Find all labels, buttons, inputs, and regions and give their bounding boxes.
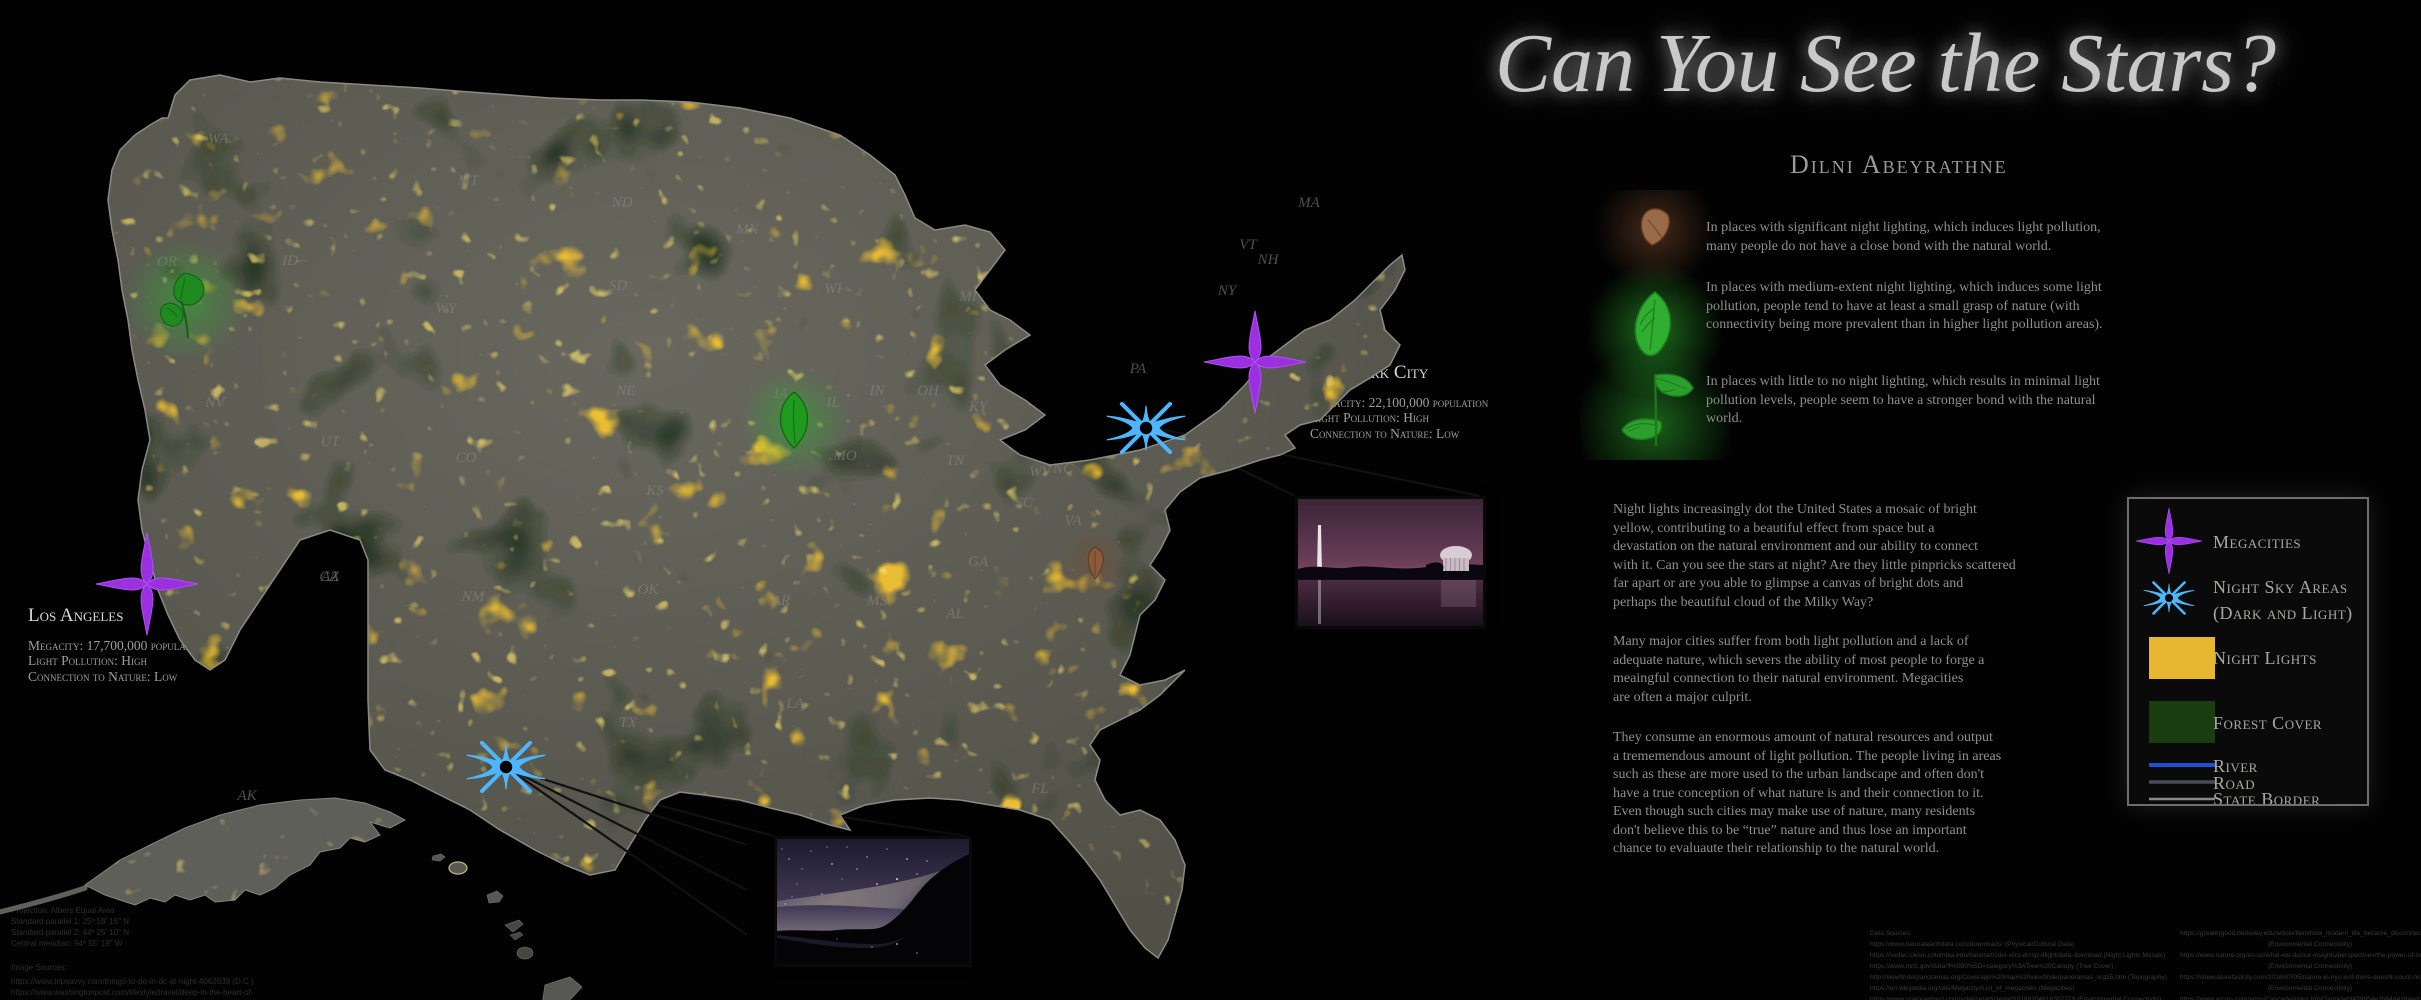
svg-text:FL: FL — [1030, 781, 1049, 797]
svg-text:PA: PA — [1129, 361, 1147, 377]
svg-text:WI: WI — [824, 281, 842, 297]
svg-text:NV: NV — [204, 395, 226, 411]
svg-text:OK: OK — [638, 582, 660, 598]
svg-text:(Dark and Light): (Dark and Light) — [2213, 603, 2353, 624]
svg-text:ND: ND — [611, 195, 633, 211]
svg-text:IN: IN — [869, 383, 886, 399]
svg-text:AZ: AZ — [320, 569, 339, 585]
svg-text:State Border: State Border — [2213, 789, 2320, 804]
svg-text:Forest Cover: Forest Cover — [2213, 713, 2322, 733]
svg-text:AK: AK — [236, 788, 257, 804]
svg-text:SD: SD — [609, 278, 628, 294]
svg-text:NM: NM — [461, 589, 486, 605]
svg-text:Night Lights: Night Lights — [2213, 648, 2317, 668]
svg-text:MN: MN — [735, 222, 759, 238]
svg-text:KY: KY — [968, 399, 989, 415]
svg-text:LA: LA — [785, 696, 804, 712]
svg-text:MT: MT — [457, 173, 480, 189]
svg-text:WY: WY — [436, 301, 458, 317]
svg-text:WA: WA — [208, 131, 229, 147]
svg-text:VT: VT — [1239, 237, 1258, 253]
svg-text:TN: TN — [946, 453, 965, 469]
svg-text:MI: MI — [958, 289, 977, 305]
svg-text:MA: MA — [1297, 195, 1320, 211]
svg-text:NC: NC — [1052, 461, 1074, 477]
svg-text:AR: AR — [771, 593, 790, 609]
svg-text:GA: GA — [968, 554, 989, 570]
svg-text:ID: ID — [281, 253, 298, 269]
svg-text:NY: NY — [1217, 283, 1238, 299]
svg-text:Night Sky Areas: Night Sky Areas — [2213, 577, 2348, 597]
svg-text:AL: AL — [945, 606, 964, 622]
svg-text:OH: OH — [917, 383, 940, 399]
svg-text:UT: UT — [320, 434, 341, 450]
svg-text:NH: NH — [1257, 252, 1280, 268]
svg-text:MS: MS — [866, 593, 887, 609]
svg-text:SC: SC — [1015, 495, 1034, 511]
svg-text:KS: KS — [645, 483, 664, 499]
svg-text:WV: WV — [1029, 464, 1052, 480]
svg-text:Megacities: Megacities — [2213, 532, 2301, 552]
svg-text:NE: NE — [615, 383, 635, 399]
svg-text:CO: CO — [456, 450, 477, 466]
svg-text:TX: TX — [619, 715, 637, 731]
